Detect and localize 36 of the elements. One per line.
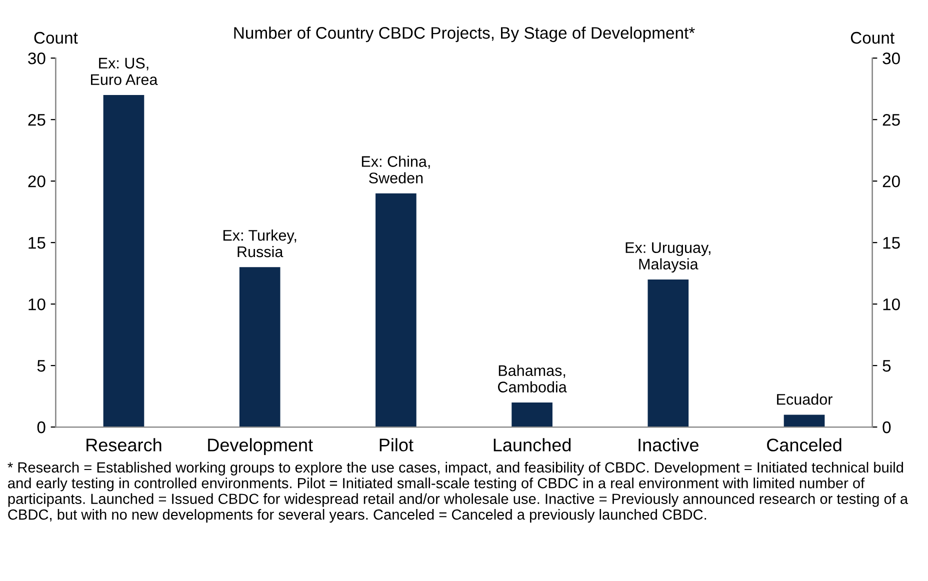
bar <box>103 94 144 428</box>
y-tick-label: 20 <box>28 175 46 188</box>
chart-title: Number of Country CBDC Projects, By Stage of Development* <box>234 26 695 42</box>
y-tick-label: 15 <box>28 237 46 249</box>
x-tick-label: Research <box>86 438 162 452</box>
y-tick-label: 25 <box>28 114 46 126</box>
bar <box>648 279 689 428</box>
y-axis-title: Count <box>34 32 78 44</box>
x-tick-label: Development <box>208 438 313 455</box>
annotation: Ex: China, Sweden <box>362 156 430 184</box>
x-tick-label: Canceled <box>767 438 842 452</box>
y2-tick-label: 5 <box>882 360 891 372</box>
x-tick-label: Inactive <box>638 438 698 452</box>
bar <box>512 402 552 428</box>
annotation: Ex: Uruguay, Malaysia <box>626 242 710 273</box>
y2-axis-title: Count <box>850 32 894 44</box>
y2-tick-label: 0 <box>882 421 891 434</box>
bar <box>376 193 416 428</box>
y2-tick-label: 25 <box>882 114 900 126</box>
y-tick-label: 0 <box>37 421 46 434</box>
annotation: Ex: Turkey, Russia <box>223 230 296 258</box>
y2-tick-label: 10 <box>883 298 900 310</box>
annotation: Ecuador <box>777 394 832 405</box>
annotation: Ex: US, Euro Area <box>91 58 158 86</box>
y-tick-label: 10 <box>28 298 46 310</box>
x-tick-label: Pilot <box>380 438 414 452</box>
y2-tick-label: 20 <box>882 175 900 188</box>
y-tick-label: 5 <box>37 360 46 372</box>
y-tick-label: 30 <box>28 52 46 64</box>
text: * Research = Established working groups to explore the use cases, impact, and feasibility of CBDC. Development = Initiated technical build and early testing in controlled environments. Pilot = Initiated small-scale testing of CBDC in a real environment with limited number of participants. Launched = Issued CBDC for widespread retail and/or wholesale use. Inactive = Previously announced research or testing of a CBDC, but with no new developments for several years. Canceled = Canceled a previously launched CBDC. <box>8 462 908 523</box>
bar <box>239 267 280 428</box>
y2-tick-label: 30 <box>882 52 900 64</box>
bar <box>784 414 825 428</box>
x-tick-label: Launched <box>494 438 571 452</box>
y2-tick-label: 15 <box>883 237 900 249</box>
annotation: Bahamas, Cambodia <box>498 364 567 392</box>
